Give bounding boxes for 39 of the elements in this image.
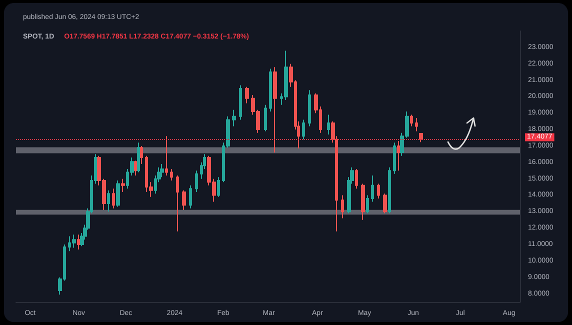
candlestick — [160, 164, 164, 178]
candlestick — [366, 194, 369, 214]
candlestick — [107, 190, 110, 212]
candlestick — [176, 175, 179, 232]
candlestick — [245, 86, 249, 104]
candlestick — [383, 193, 387, 214]
candlestick — [232, 109, 236, 127]
candlestick — [77, 234, 81, 250]
candlestick — [355, 168, 358, 190]
candlestick — [371, 175, 374, 202]
candlestick — [419, 132, 423, 143]
candlestick — [308, 90, 311, 127]
candlestick — [165, 136, 168, 176]
candlestick — [302, 119, 305, 140]
candlestick — [195, 170, 198, 192]
candlestick — [377, 183, 380, 200]
candlestick — [72, 234, 76, 248]
candlestick — [410, 114, 413, 127]
candlestick — [397, 140, 401, 172]
candlestick — [217, 176, 220, 198]
candlestick — [264, 104, 267, 132]
candlestick — [361, 183, 365, 220]
candlestick — [239, 84, 242, 120]
candlestick — [341, 194, 344, 219]
candlestick — [137, 142, 140, 173]
candlestick — [116, 180, 120, 208]
candlestick — [121, 178, 125, 192]
candlestick — [112, 188, 115, 209]
candlestick — [170, 168, 173, 181]
candlestick — [182, 190, 186, 211]
candlestick — [273, 66, 277, 154]
candlestick — [393, 142, 396, 174]
candlestick — [140, 145, 143, 165]
candlestick — [269, 68, 272, 112]
candlestick — [327, 114, 330, 135]
candlestick — [134, 160, 137, 176]
candlestick — [189, 184, 192, 209]
candlestick — [415, 118, 418, 132]
candlestick — [388, 166, 391, 214]
